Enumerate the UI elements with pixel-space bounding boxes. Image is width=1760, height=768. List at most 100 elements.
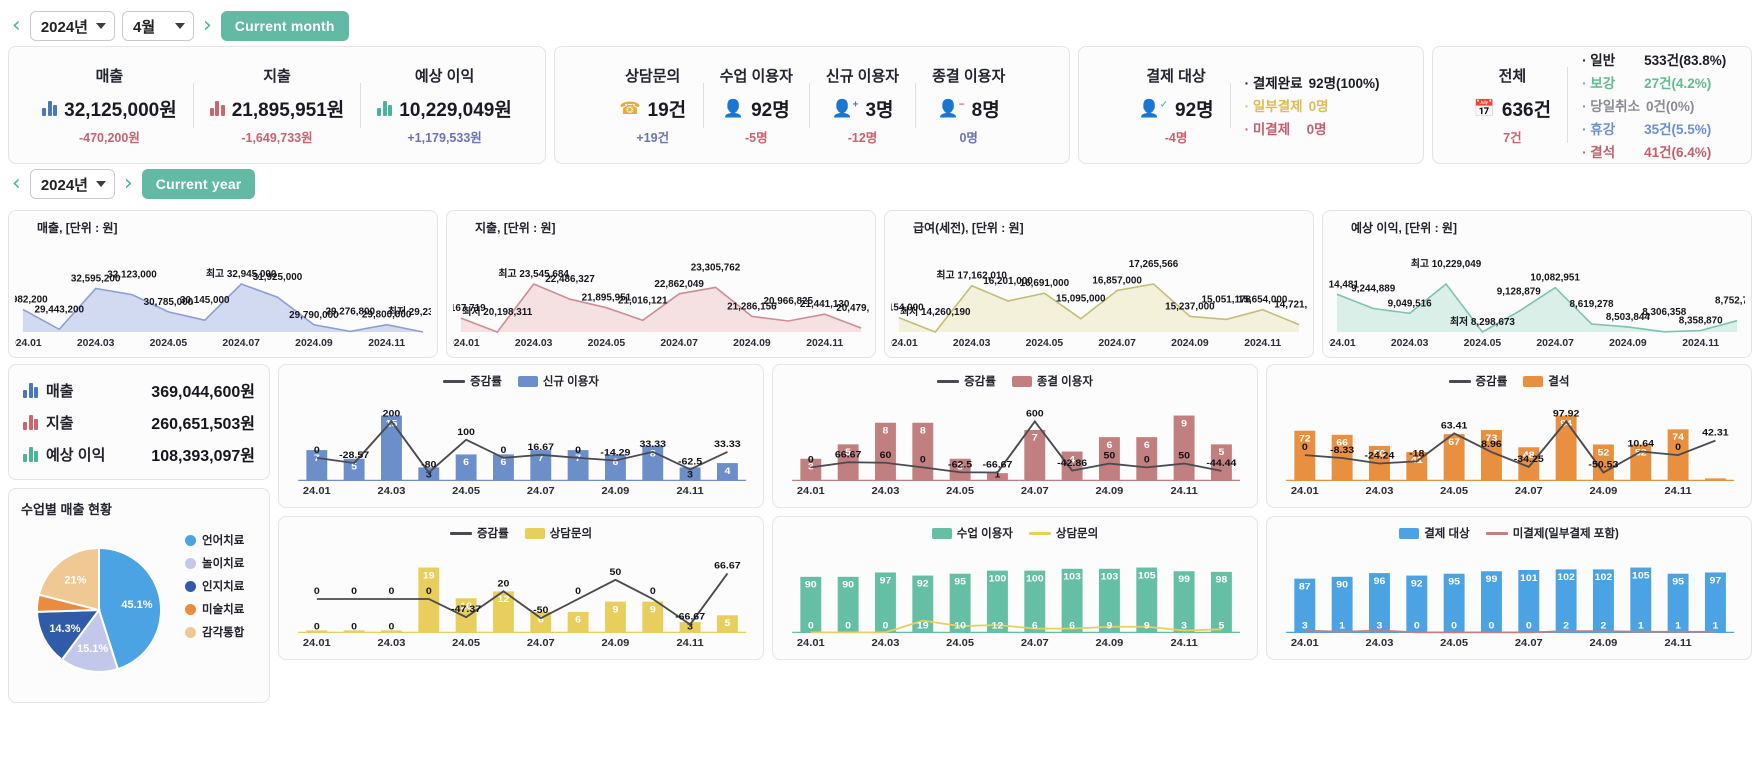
bar-value-label: 95 [954,577,966,587]
bar[interactable] [1369,573,1390,633]
payment-bar-card[interactable]: 결제 대상 미결제(일부결제 포함) 87 90 96 92 95 99 101 102 102… [1266,516,1752,660]
secondary-value-label: 3 [1377,621,1383,631]
bar[interactable] [1704,572,1726,633]
bar[interactable] [679,622,701,633]
bar[interactable] [800,576,822,633]
bar[interactable] [455,454,477,481]
next-month-arrow-icon[interactable]: › [202,13,212,38]
bar[interactable] [1173,571,1195,633]
bar[interactable] [381,415,402,481]
pie-slice-label: 21% [64,575,86,587]
rate-label: 50 [1178,451,1190,461]
class-users-bar-card[interactable]: 수업 이용자 상담문의 90 90 97 92 95 100 100 103 103 105 99 9… [772,516,1258,660]
bar[interactable] [716,463,738,481]
bar[interactable] [530,450,552,481]
bar[interactable] [800,458,822,481]
bar[interactable] [1294,578,1316,633]
bar[interactable] [1518,570,1540,633]
bar[interactable] [1555,569,1577,633]
pie-legend-item[interactable]: 미술치료 [185,601,244,617]
bar[interactable] [1210,444,1232,481]
pie-slice[interactable] [37,546,100,612]
bar[interactable] [381,630,402,633]
pie-legend-item[interactable]: 감각통합 [185,624,244,640]
end-users-bar-card[interactable]: 증감률 종결 이용자 3 5 8 8 3 1 7 4 6 6 9 5 0 66.67 60 0 -62.5 -66… [772,364,1258,508]
bar[interactable] [1592,444,1614,481]
bar[interactable] [986,473,1008,481]
bar[interactable] [1406,575,1428,633]
bar[interactable] [679,467,701,481]
bar[interactable] [306,630,328,633]
point-label: 10,082,951 [1530,273,1580,284]
bar[interactable] [1592,569,1614,633]
bar[interactable] [1630,567,1652,633]
month-select[interactable]: 4월 [121,11,194,41]
bar[interactable] [837,576,859,633]
secondary-value-label: 1 [1712,621,1718,631]
pie-legend-item[interactable]: 인지치료 [185,578,244,594]
bar[interactable] [492,454,514,481]
pie-slice[interactable] [35,608,102,662]
bar[interactable] [1136,437,1158,481]
absence-bar-card[interactable]: 증감률 결석 72 66 50 41 67 73 48 94 52 52 74 0 -8.33 -24.2… [1266,364,1752,508]
bar[interactable] [949,573,971,633]
bar[interactable] [418,467,440,481]
prev-month-arrow-icon[interactable]: ‹ [12,13,21,38]
schedule-detail-value: 0건(0%) [1646,99,1695,114]
bar[interactable] [306,450,328,481]
bar[interactable] [1406,452,1428,481]
prev-year-arrow-icon[interactable]: ‹ [12,171,21,196]
bar[interactable] [1210,571,1232,633]
bar[interactable] [1443,434,1465,481]
bar[interactable] [986,570,1008,633]
bar[interactable] [1024,570,1046,633]
bar-value-label: 50 [1374,449,1386,459]
bar[interactable] [455,598,477,633]
pie-legend-item[interactable]: 언어치료 [185,532,244,548]
bar[interactable] [875,572,896,633]
bar[interactable] [1098,437,1120,481]
consult-bar-card[interactable]: 증감률 상담문의 0 0 0 19 10 12 6 6 9 9 3 5 0 0 0 0 -47.37 20 -50 0… [278,516,764,660]
bar[interactable] [1024,429,1046,481]
current-month-button[interactable]: Current month [220,11,349,41]
bar[interactable] [604,601,626,633]
pie-legend-item[interactable]: 놀이치료 [185,555,244,571]
next-year-arrow-icon[interactable]: › [123,171,133,196]
bar[interactable] [1294,430,1316,481]
bar[interactable] [1667,573,1689,633]
bar[interactable] [1480,571,1502,633]
bar[interactable] [530,611,552,633]
bar[interactable] [1061,568,1083,633]
bar[interactable] [1136,567,1158,633]
bar[interactable] [1518,447,1540,481]
bar[interactable] [1331,576,1353,633]
bar[interactable] [716,615,738,633]
bar[interactable] [1443,573,1465,633]
new-users-bar-card[interactable]: 증감률 신규 이용자 7 5 15 3 6 6 7 7 6 8 3 4 0 -28.57 200 -80 100… [278,364,764,508]
bar-value-label: 95 [1672,577,1684,587]
bar[interactable] [567,611,589,633]
bar[interactable] [343,458,365,481]
bar[interactable] [1555,415,1577,481]
bar[interactable] [1098,568,1120,633]
bar[interactable] [1061,451,1083,481]
bar[interactable] [912,575,934,633]
bar[interactable] [492,591,514,633]
month-year-select[interactable]: 2024년 [29,11,115,41]
bar-value-label: 102 [1595,573,1613,583]
bar[interactable] [1704,478,1726,481]
bar[interactable] [875,422,896,481]
bar[interactable] [343,630,365,633]
bar[interactable] [1480,430,1502,481]
year-select[interactable]: 2024년 [29,169,115,199]
bar[interactable] [642,601,664,633]
pie-slice[interactable] [98,546,163,671]
current-year-button[interactable]: Current year [141,169,256,199]
pie-slice[interactable] [60,607,120,674]
class-revenue-pie-card[interactable]: 수업별 매출 현황 45.1% 15.1% 14.3% 21% 언어치료 놀이치료 인지치… [8,488,270,703]
bar[interactable] [949,458,971,481]
